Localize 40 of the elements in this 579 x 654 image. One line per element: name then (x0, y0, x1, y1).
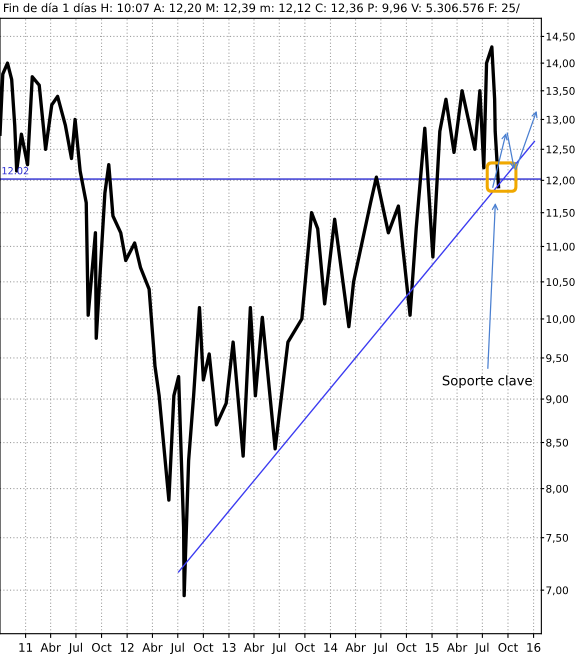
y-tick-label: 9,50 (546, 354, 568, 364)
x-tick-label: Oct (396, 642, 416, 652)
x-tick-label: 13 (222, 642, 236, 652)
x-tick-label: Oct (92, 642, 112, 652)
x-tick-label: Abr (40, 642, 61, 652)
y-tick-label: 13,50 (546, 87, 575, 96)
y-tick-label: 14,50 (546, 32, 575, 42)
x-tick-label: Abr (345, 642, 366, 652)
y-tick-label: 10,50 (546, 278, 575, 288)
x-tick-label: 15 (426, 643, 439, 652)
annotation: Soporte clave (442, 375, 532, 388)
x-tick-label: Jul (474, 642, 488, 654)
y-tick-label: 9,00 (546, 395, 568, 404)
x-tick-label: Oct (194, 642, 214, 652)
x-tick-label: Abr (446, 642, 468, 652)
y-tick-label: 11,50 (546, 208, 575, 218)
x-tick-label: 14 (324, 643, 338, 652)
y-tick-label: 8,00 (546, 484, 568, 494)
x-tick-label: 16 (527, 642, 540, 652)
y-tick-label: 12,50 (546, 146, 575, 154)
y-tick-label: 13,00 (546, 116, 575, 125)
x-tick-label: Abr (244, 642, 264, 652)
x-tick-label: Jul (272, 642, 286, 654)
x-tick-label: 11 (19, 643, 32, 652)
x-tick-label: Jul (68, 642, 82, 654)
y-tick-label: 7,00 (546, 586, 568, 596)
y-tick-label: 10,00 (546, 315, 575, 324)
x-tick-label: Oct (498, 642, 518, 652)
y-tick-label: 8,50 (546, 438, 568, 448)
x-tick-label: Abr (142, 642, 163, 652)
x-tick-label: 12 (120, 642, 134, 652)
y-tick-label: 12,00 (546, 176, 575, 186)
x-tick-label: Jul (373, 642, 387, 654)
y-tick-label: 7,50 (546, 534, 568, 543)
ref-line-label: 12.02 (2, 167, 28, 174)
y-tick-label: 11,00 (546, 242, 575, 252)
y-tick-label: 14,00 (546, 59, 575, 68)
x-tick-label: Oct (295, 642, 315, 652)
chart-title: Fin de día 1 días H: 10:07 A: 12,20 M: 12,39 m: 12,12 C: 12,36 P: 9,96 V: 5.306.576 F: 25/ (4, 2, 520, 14)
x-tick-label: Jul (170, 642, 184, 654)
